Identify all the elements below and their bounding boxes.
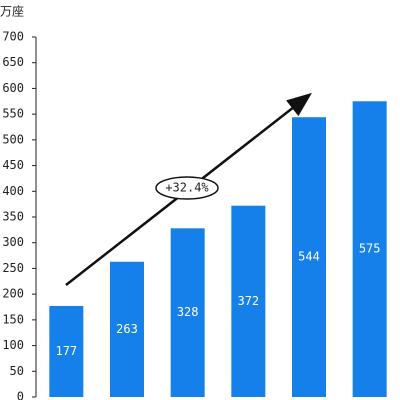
y-tick-label: 450: [2, 158, 24, 172]
y-axis-label: 万座: [0, 4, 24, 19]
annotation-bubble: [155, 176, 219, 200]
value-label: 544: [298, 250, 320, 264]
y-tick-label: 650: [2, 55, 24, 69]
bar: [49, 305, 84, 397]
annotation: +32.4%: [165, 181, 209, 195]
value-label: 372: [237, 294, 259, 308]
y-tick-label: 700: [2, 30, 24, 44]
y-tick-label: 500: [2, 132, 24, 146]
bar: [110, 261, 144, 397]
y-tick-label: 250: [2, 261, 24, 275]
value-label: 177: [55, 344, 77, 358]
bar: [170, 228, 205, 397]
y-tick-label: 400: [2, 184, 24, 198]
y-tick-label: 100: [2, 338, 24, 352]
y-tick-label: 350: [2, 210, 24, 224]
y-tick-label: 300: [2, 235, 24, 249]
value-label: 328: [177, 305, 199, 319]
value-label: 575: [359, 242, 381, 256]
y-tick-label: 0: [17, 390, 24, 400]
y-tick-label: 150: [2, 312, 24, 326]
value-label: 263: [116, 322, 138, 336]
bar: [352, 101, 387, 398]
y-tick-label: 50: [10, 364, 24, 378]
y-tick-label: 600: [2, 81, 24, 95]
y-tick-label: 200: [2, 287, 24, 301]
y-tick-label: 550: [2, 107, 24, 121]
bar: [292, 117, 326, 397]
bar: [231, 205, 266, 397]
